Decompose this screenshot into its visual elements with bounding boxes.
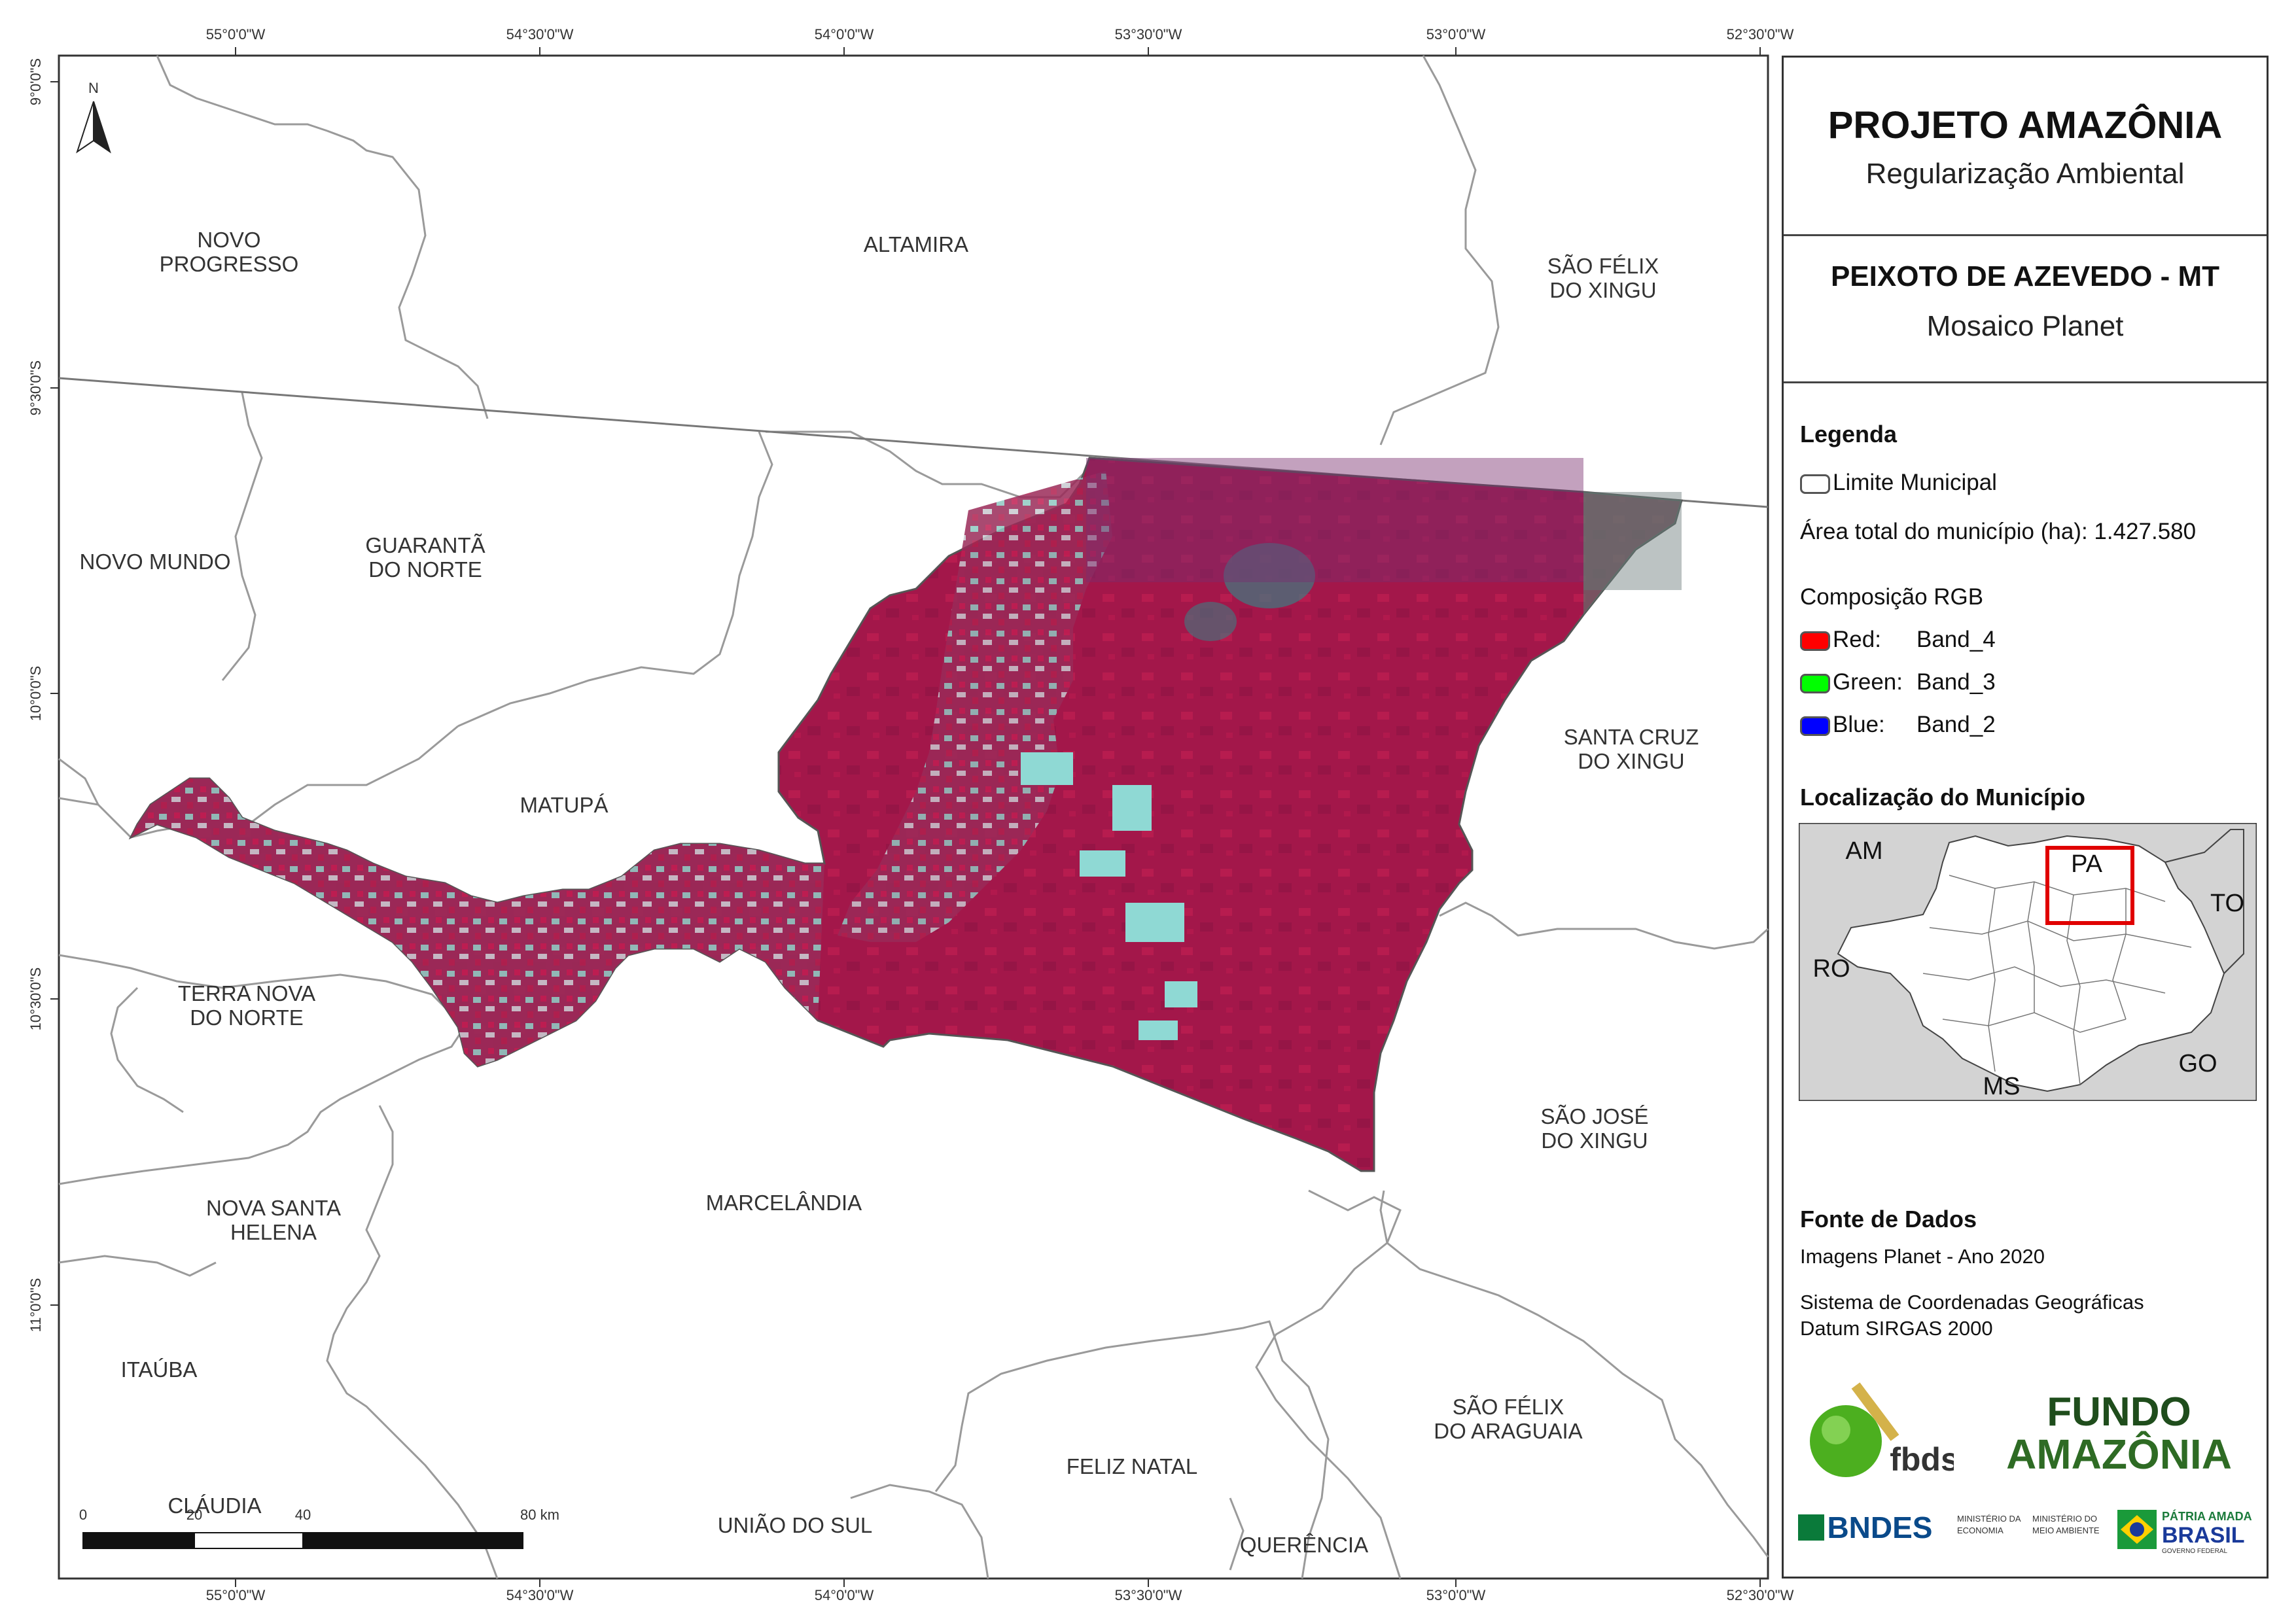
top-lon-label: 54°30'0"W [506,26,574,43]
municipality-label: SÃO FÉLIX [1453,1395,1564,1419]
scale-bar: 0 20 40 80 km [79,1507,559,1549]
municipality-label: FELIZ NATAL [1067,1454,1197,1478]
municipality-label: HELENA [230,1220,317,1244]
mosaic-title: Mosaico Planet [1926,310,2124,342]
inset-state-label: PA [2071,850,2103,878]
municipality-label: SANTA CRUZ [1564,725,1699,749]
municipality-label: SÃO FÉLIX [1547,254,1659,278]
municipality-label: GUARANTÃ [365,533,485,557]
legend-area: Área total do município (ha): 1.427.580 [1800,519,2197,544]
location-highlight [2045,846,2134,925]
location-inset-map: AM PA TO RO GO MS [1799,823,2257,1101]
municipality-label: SÃO JOSÉ [1540,1104,1648,1128]
left-lat-label: 11°0'0"S [27,1278,44,1333]
inset-state-label: MS [1983,1073,2021,1100]
rgb-channel-label: Green: [1833,669,1903,695]
municipality-label: UNIÃO DO SUL [718,1513,873,1537]
rgb-band-label: Band_4 [1916,627,1996,652]
left-lat-label: 9°0'0"S [27,58,44,105]
inset-state-label: GO [2178,1050,2217,1077]
municipality-label: TERRA NOVA [178,981,315,1005]
bottom-lon-label: 53°30'0"W [1115,1587,1182,1603]
municipality-label: MARCELÂNDIA [706,1191,862,1215]
legend-title: Legenda [1800,421,1898,447]
municipality-label: DO XINGU [1541,1128,1648,1153]
municipality-label: QUERÊNCIA [1240,1533,1368,1557]
svg-text:fbds: fbds [1890,1441,1954,1477]
fundo-amazonia-logo: FUNDO AMAZÔNIA [2006,1389,2232,1478]
municipality-label: ITAÚBA [121,1357,198,1382]
municipality-label: PROGRESSO [160,252,299,276]
municipality-label: DO NORTE [368,557,482,582]
municipality-block: PEIXOTO DE AZEVEDO - MT Mosaico Planet [1784,260,2267,343]
scale-label: 0 [79,1507,87,1523]
municipality-label: NOVA SANTA [206,1196,341,1220]
rgb-band-label: Band_3 [1916,669,1996,695]
bottom-lon-label: 54°30'0"W [506,1587,574,1603]
municipality-label: NOVO [197,228,260,252]
crs-line2: Datum SIRGAS 2000 [1800,1317,1993,1340]
municipality-title: PEIXOTO DE AZEVEDO - MT [1830,260,2220,292]
crs-line1: Sistema de Coordenadas Geográficas [1800,1291,2144,1314]
rgb-green: Green: Band_3 [1800,669,1996,695]
source-images: Imagens Planet - Ano 2020 [1800,1245,2045,1268]
blue-swatch-icon [1800,716,1830,736]
municipality-label: CLÁUDIA [168,1493,261,1518]
municipality-label: NOVO MUNDO [80,550,231,574]
rgb-channel-label: Blue: [1833,712,1885,737]
scale-label: 80 km [520,1507,559,1523]
rgb-channel-label: Red: [1833,627,1881,652]
municipality-label: DO XINGU [1549,278,1656,302]
bottom-lon-label: 54°0'0"W [815,1587,874,1603]
left-lat-label: 10°30'0"S [27,968,44,1031]
left-lat-label: 9°30'0"S [27,360,44,415]
project-title: PROJETO AMAZÔNIA [1828,104,2223,147]
municipality-label: MATUPÁ [520,793,608,817]
scale-label: 20 [186,1507,202,1523]
legend-limit: Limite Municipal [1800,470,1997,496]
municipal-boundaries [58,55,1769,1579]
ministry-economy-logo: MINISTÉRIO DA ECONOMIA [1957,1514,2021,1535]
municipality-label: DO ARAGUAIA [1434,1419,1582,1443]
municipality-label: DO NORTE [190,1005,304,1030]
legend-limit-label: Limite Municipal [1833,470,1997,495]
bottom-lon-label: 52°30'0"W [1727,1587,1794,1603]
top-lon-label: 53°0'0"W [1426,26,1486,43]
fbds-logo: fbds [1797,1372,1959,1478]
svg-text:N: N [88,80,99,96]
green-swatch-icon [1800,673,1830,693]
bottom-lon-label: 53°0'0"W [1426,1587,1486,1603]
rgb-red: Red: Band_4 [1800,627,1996,653]
left-lat-label: 10°0'0"S [27,666,44,721]
ministry-environment-logo: MINISTÉRIO DO MEIO AMBIENTE [2032,1514,2100,1535]
municipality-label: ALTAMIRA [864,232,968,256]
top-lon-label: 53°30'0"W [1115,26,1182,43]
north-arrow-icon: N [76,80,111,154]
scale-label: 40 [295,1507,311,1523]
peixoto-mosaic [128,457,1683,1172]
limit-swatch-icon [1800,474,1830,494]
info-panel: PROJETO AMAZÔNIA Regularização Ambiental… [1782,56,2269,1579]
patria-amada-brasil-logo: PÁTRIA AMADA BRASIL GOVERNO FEDERAL [2117,1503,2261,1562]
inset-state-label: RO [1813,955,1850,983]
rgb-title: Composição RGB [1800,584,1984,610]
top-lon-label: 54°0'0"W [815,26,874,43]
rgb-band-label: Band_2 [1916,712,1996,737]
inset-state-label: AM [1846,837,1883,865]
sources-title: Fonte de Dados [1800,1206,1977,1232]
project-subtitle: Regularização Ambiental [1865,158,2185,190]
bottom-lon-label: 55°0'0"W [206,1587,266,1603]
red-swatch-icon [1800,631,1830,651]
top-lon-label: 55°0'0"W [206,26,266,43]
rgb-blue: Blue: Band_2 [1800,712,1996,738]
title-block: PROJETO AMAZÔNIA Regularização Ambiental [1784,103,2267,190]
bndes-logo: BNDES [1798,1510,1949,1556]
municipality-label: DO XINGU [1578,749,1684,773]
top-lon-label: 52°30'0"W [1727,26,1794,43]
inset-state-label: TO [2210,890,2244,917]
location-title: Localização do Município [1800,784,2086,811]
